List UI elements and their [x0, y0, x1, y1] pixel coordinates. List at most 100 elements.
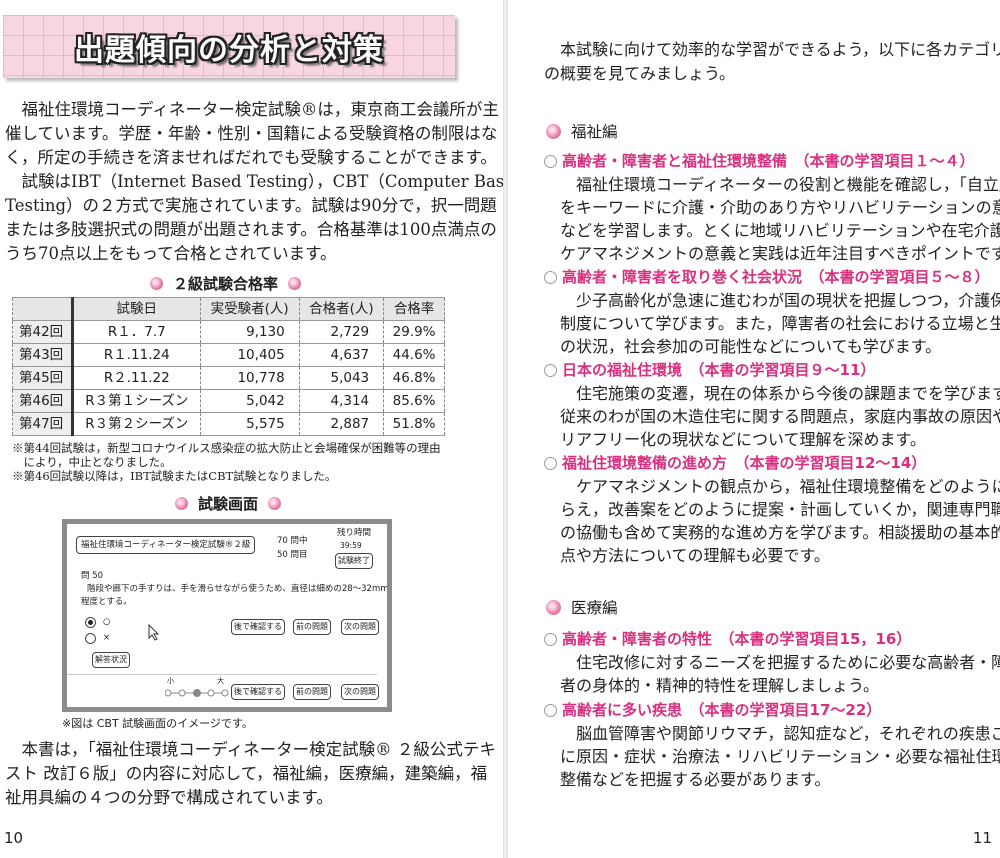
- topic-heading: 高齢者に多い疾患 （本書の学習項目17～22）: [562, 701, 882, 719]
- cell: R３第１シーズン: [72, 389, 201, 413]
- circle-bullet-icon: [544, 155, 557, 168]
- text-line: 本書は，「福祉住環境コーディネーター検定試験® ２級公式テキ: [21, 740, 496, 759]
- section-heading-welfare: 福祉編: [546, 120, 618, 142]
- topic-item: 高齢者・障害者を取り巻く社会状況 （本書の学習項目５～８） 少子高齢化が急速に進…: [544, 266, 1000, 358]
- time-remaining-value: 39:59: [340, 541, 362, 550]
- cell: 4,314: [298, 389, 385, 413]
- question-text: 階段や廊下の手すりは、手を滑らせながら使うため、直径は細めの28～32mm: [87, 584, 389, 594]
- text-line: ケアマネジメントの意義と実践は近年注目すべきポイントです。: [560, 244, 1000, 263]
- cell: 46.8%: [383, 366, 445, 390]
- end-exam-button[interactable]: 試験終了: [335, 553, 373, 569]
- question-number: 問 50: [81, 571, 104, 581]
- circle-bullet-icon: [544, 704, 557, 717]
- cell: 第47回: [12, 412, 74, 436]
- exam-title-box: 福祉住環境コーディネーター検定試験®２級: [76, 536, 256, 554]
- cell: 44.6%: [383, 343, 445, 367]
- divider: [67, 674, 377, 675]
- topic-heading: 高齢者・障害者を取り巻く社会状況 （本書の学習項目５～８）: [562, 268, 990, 286]
- next-question-button-bottom[interactable]: 次の問題: [341, 684, 379, 700]
- cell: 第45回: [12, 366, 74, 390]
- topic-item: 高齢者・障害者の特性 （本書の学習項目15，16） 住宅改修に対するニーズを把握…: [544, 628, 1000, 697]
- cell: 51.8%: [383, 412, 445, 436]
- text-line: 少子高齢化が急速に進むわが国の現状を把握しつつ，介護保険: [576, 291, 1000, 310]
- question-text: 程度とする。: [81, 597, 132, 607]
- previous-question-button-bottom[interactable]: 前の問題: [293, 684, 331, 700]
- cell: 85.6%: [383, 389, 445, 413]
- text-line: ケアマネジメントの観点から，福祉住環境整備をどのようにと: [576, 477, 1000, 496]
- text-line: 者の身体的・精神的特性を理解しましょう。: [560, 676, 880, 695]
- cell: 5,575: [199, 412, 300, 436]
- intro-paragraph: 本試験に向けて効率的な学習ができるよう，以下に各カテゴリー の概要を見てみましょ…: [544, 38, 1000, 85]
- closing-paragraph: 本書は，「福祉住環境コーディネーター検定試験® ２級公式テキ スト 改訂６版」の…: [5, 738, 496, 810]
- cell: R２.11.22: [72, 366, 201, 390]
- text-line: をキーワードに介護・介助のあり方やリハビリテーションの意義: [560, 198, 1000, 217]
- font-size-large-label: 大: [217, 677, 224, 685]
- cell: 10,405: [199, 343, 300, 367]
- cell: 5,043: [298, 366, 385, 390]
- table-row: 第47回 R３第２シーズン 5,575 2,887 51.8%: [12, 412, 445, 436]
- header-cell: 合格者(人): [298, 297, 385, 321]
- caption-text: ２級試験合格率: [173, 275, 279, 293]
- bullet-icon: [546, 599, 561, 615]
- radio-false[interactable]: [85, 633, 96, 644]
- cell: 第43回: [12, 343, 74, 367]
- section-title: 医療編: [571, 599, 618, 617]
- text-line: 試験はIBT（Internet Based Testing），CBT（Compu…: [21, 172, 525, 191]
- cell: 5,042: [199, 389, 300, 413]
- text-line: の協働も含めて実務的な進め方を学びます。相談援助の基本的視: [560, 523, 1000, 542]
- mouse-cursor-icon: [148, 624, 160, 641]
- text-line: 祉用具編の４つの分野で構成されています。: [5, 788, 333, 807]
- next-question-button[interactable]: 次の問題: [341, 619, 379, 635]
- bullet-icon: [150, 277, 163, 290]
- text-line: に原因・症状・治療法・リハビリテーション・必要な福祉住環境: [560, 747, 1000, 766]
- text-line: Testing）の２方式で実施されています。試験は90分で，択一問題: [5, 196, 497, 215]
- table-row: 第45回 R２.11.22 10,778 5,043 46.8%: [12, 366, 445, 390]
- cell: 4,637: [298, 343, 385, 367]
- intro-paragraph-2: 試験はIBT（Internet Based Testing），CBT（Compu…: [5, 170, 525, 266]
- table-header-row: 試験日 実受験者(人) 合格者(人) 合格率: [12, 297, 445, 321]
- pass-rate-table: 試験日 実受験者(人) 合格者(人) 合格率 第42回 R１．7.7 9,130 2,…: [12, 297, 445, 436]
- time-remaining-label: 残り時間: [337, 528, 372, 538]
- circle-bullet-icon: [544, 271, 557, 284]
- radio-true[interactable]: [85, 617, 96, 628]
- caption-text: 試験画面: [198, 495, 259, 513]
- topic-heading: 日本の福祉住環境 （本書の学習項目９～11）: [562, 361, 876, 379]
- topic-heading: 高齢者・障害者の特性 （本書の学習項目15，16）: [562, 630, 912, 648]
- cell: 9,130: [199, 320, 300, 344]
- bullet-icon: [546, 123, 561, 139]
- book-gutter: [503, 0, 508, 858]
- text-line: 催しています。学歴・年齢・性別・国籍による受験資格の制限はな: [5, 124, 498, 143]
- total-questions: 70 問中: [277, 536, 308, 546]
- previous-question-button[interactable]: 前の問題: [293, 619, 331, 635]
- header-cell: 試験日: [72, 297, 201, 321]
- bullet-icon: [175, 497, 188, 510]
- cell: R１．7.7: [72, 320, 201, 344]
- cell: 2,729: [298, 320, 385, 344]
- cell: 10,778: [199, 366, 300, 390]
- text-line: 脳血管障害や関節リウマチ，認知症など，それぞれの疾患ごと: [576, 724, 1000, 743]
- cell: R３第２シーズン: [72, 412, 201, 436]
- text-line: 制度について学びます。また，障害者の社会における立場と生活: [560, 314, 1000, 333]
- topic-item: 高齢者に多い疾患 （本書の学習項目17～22） 脳血管障害や関節リウマチ，認知症…: [544, 699, 1000, 791]
- footnote: により，中止となりました。: [12, 455, 172, 469]
- answer-status-button[interactable]: 解答状況: [92, 652, 130, 668]
- topic-item: 福祉住環境整備の進め方 （本書の学習項目12～14） ケアマネジメントの観点から…: [544, 452, 1000, 567]
- review-later-button-bottom[interactable]: 後で確認する: [231, 684, 285, 700]
- screen-note: ※図は CBT 試験画面のイメージです。: [62, 717, 253, 730]
- font-size-slider[interactable]: [165, 688, 229, 698]
- intro-paragraph-1: 福祉住環境コーディネーター検定試験®は，東京商工会議所が主 催しています。学歴・…: [5, 98, 499, 170]
- cell: 第42回: [12, 320, 74, 344]
- section-title: 福祉編: [571, 123, 618, 141]
- header-cell: 実受験者(人): [199, 297, 300, 321]
- table-row: 第43回 R１.11.24 10,405 4,637 44.6%: [12, 343, 445, 367]
- text-line: または多肢選択式の問題が出題されます。合格基準は100点満点の: [5, 220, 497, 239]
- text-line: 福祉住環境コーディネーターの役割と機能を確認し，「自立」: [576, 175, 1000, 194]
- text-line: 点や方法についての理解も必要です。: [560, 546, 830, 565]
- text-line: スト 改訂６版」の内容に対応して，福祉編，医療編，建築編，福: [5, 764, 488, 783]
- right-page: 本試験に向けて効率的な学習ができるよう，以下に各カテゴリー の概要を見てみましょ…: [508, 0, 1000, 858]
- text-line: リアフリー化の現状などについて理解を深めます。: [560, 430, 926, 449]
- review-later-button[interactable]: 後で確認する: [231, 619, 285, 635]
- cell: 29.9%: [383, 320, 445, 344]
- table-row: 第46回 R３第１シーズン 5,042 4,314 85.6%: [12, 389, 445, 413]
- table-row: 第42回 R１．7.7 9,130 2,729 29.9%: [12, 320, 445, 344]
